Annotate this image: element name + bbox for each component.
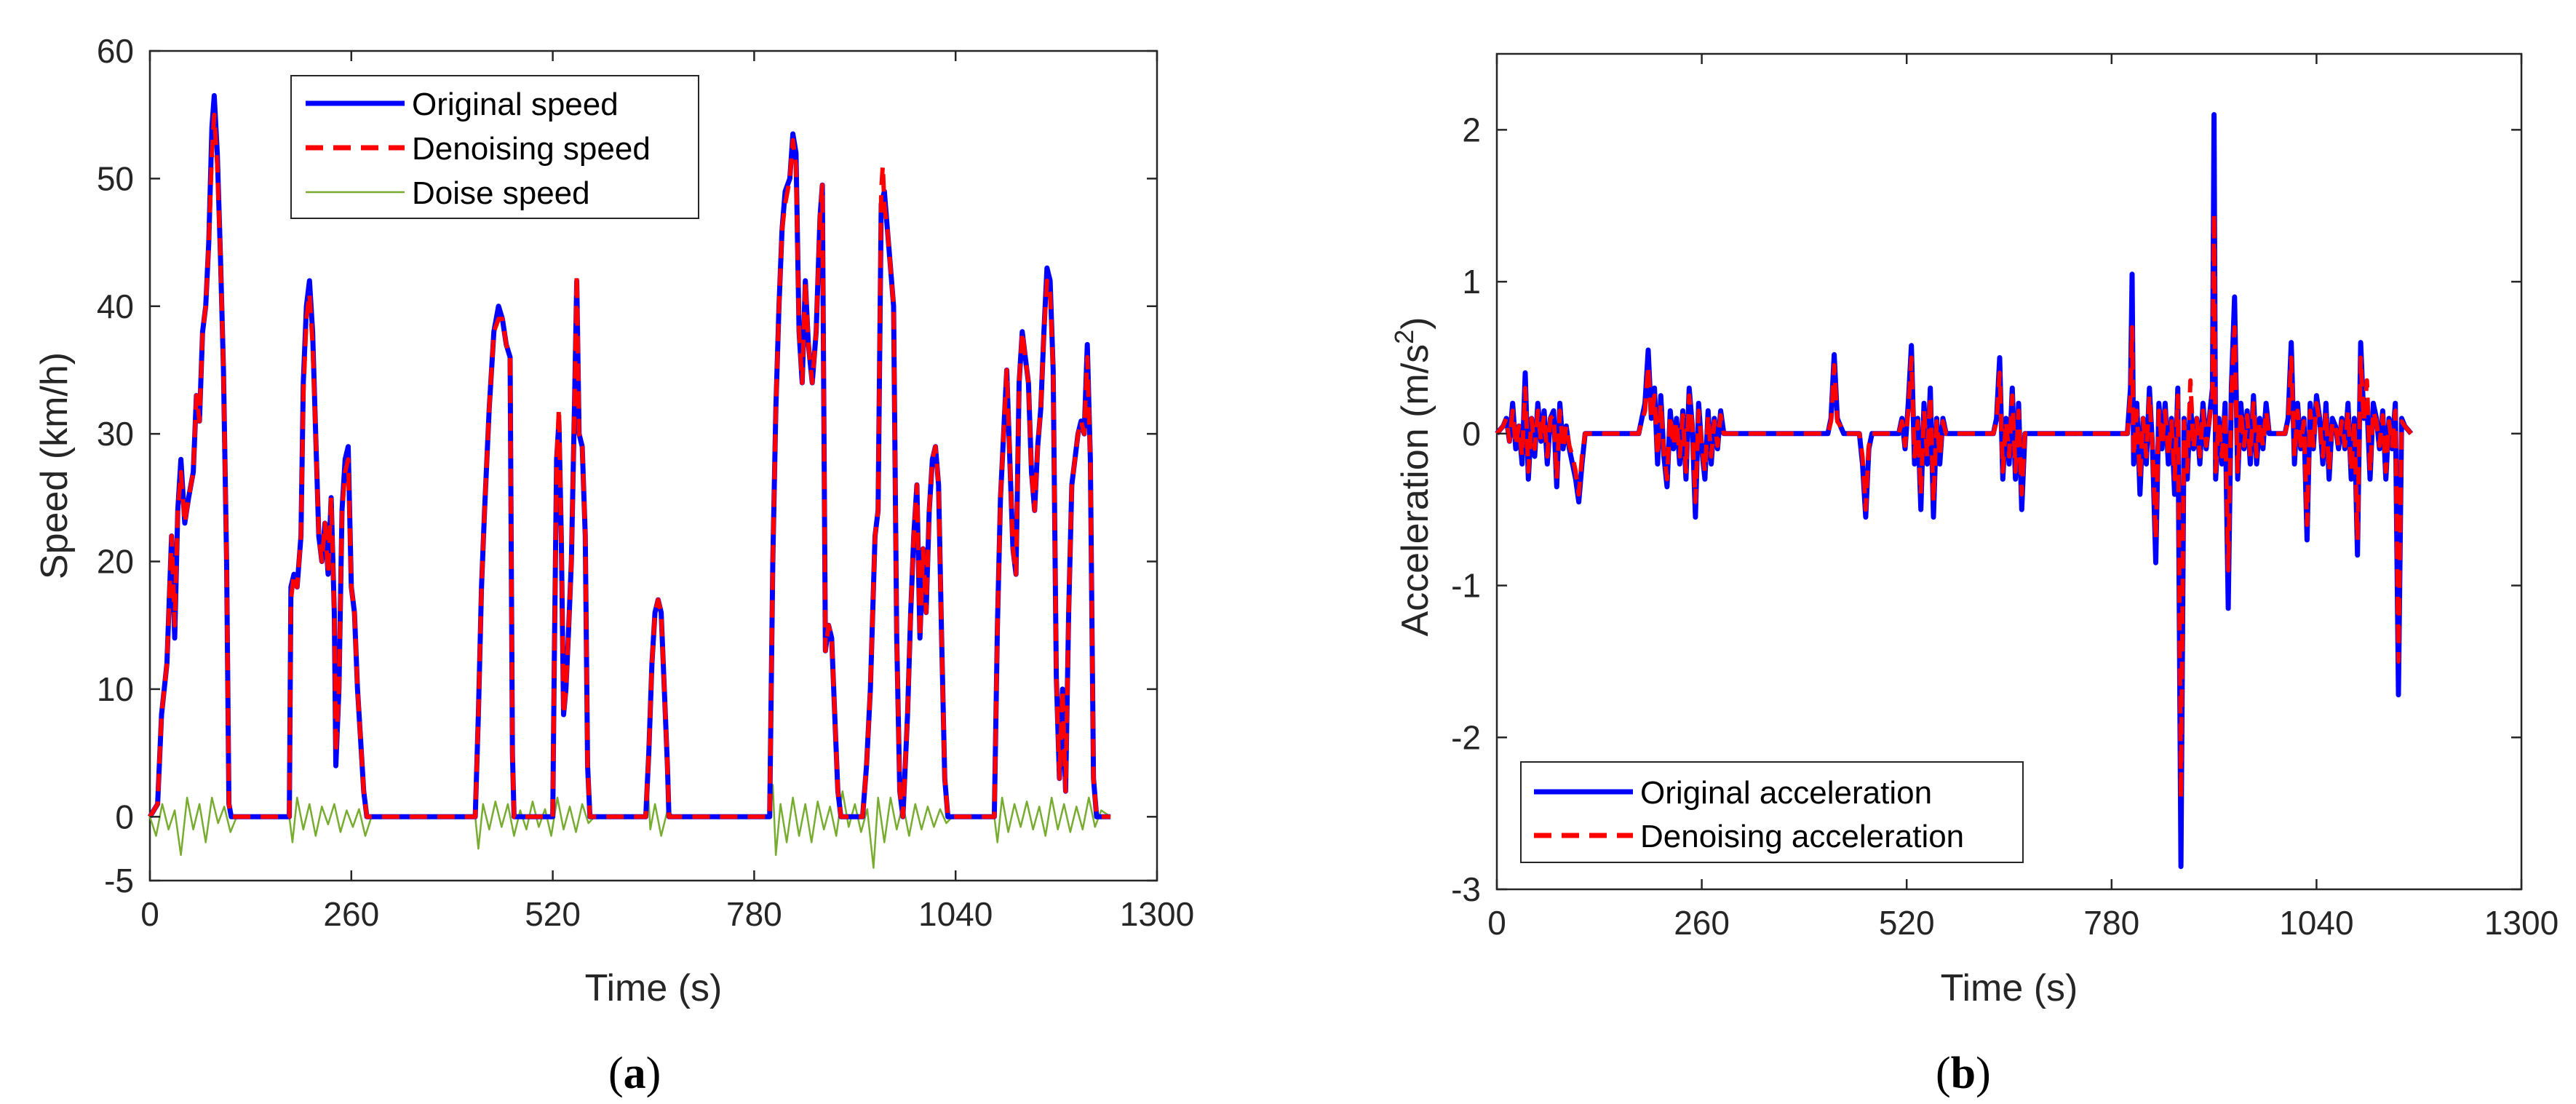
x-tick-label: 0 bbox=[140, 895, 159, 933]
chart-a-legend-box bbox=[290, 75, 699, 219]
chart-b-y-axis-label: Acceleration (m/s2) bbox=[1389, 317, 1436, 636]
x-tick-label: 260 bbox=[1674, 904, 1730, 942]
x-tick-label: 520 bbox=[1879, 904, 1935, 942]
x-tick-label: 780 bbox=[726, 895, 782, 933]
y-tick-label: -1 bbox=[1451, 567, 1481, 605]
series-line-denoising-speed bbox=[148, 112, 1111, 819]
y-tick-label: 20 bbox=[97, 543, 134, 581]
chart-b-y-axis-label-end: ) bbox=[1394, 317, 1436, 329]
y-tick-label: 0 bbox=[1462, 415, 1481, 453]
x-tick-label: 260 bbox=[323, 895, 379, 933]
chart-a-x-axis-label: Time (s) bbox=[585, 967, 723, 1009]
panel-label-b: (b) bbox=[1936, 1049, 1991, 1098]
chart-a-legend: Original speed Denoising speed Doise spe… bbox=[290, 75, 699, 219]
chart-a-series-group bbox=[148, 92, 1111, 869]
y-tick-label: 0 bbox=[115, 798, 134, 835]
x-tick-label: 1040 bbox=[918, 895, 993, 933]
y-tick-label: -2 bbox=[1451, 718, 1481, 756]
chart-b-y-axis-label-superscript: 2 bbox=[1389, 330, 1419, 344]
y-tick-label: 50 bbox=[97, 159, 134, 197]
chart-b-series-group bbox=[1495, 112, 2414, 870]
x-tick-label: 1300 bbox=[2484, 904, 2559, 942]
panel-label-a: (a) bbox=[608, 1049, 661, 1098]
chart-b-legend-box bbox=[1520, 761, 2024, 863]
y-tick-label: -5 bbox=[104, 862, 134, 900]
legend-label-original-speed: Original speed bbox=[412, 87, 619, 122]
x-tick-label: 1040 bbox=[2279, 904, 2353, 942]
legend-label-doise-speed: Doise speed bbox=[412, 175, 590, 211]
panel-label-a-letter: a bbox=[624, 1049, 646, 1098]
chart-b: 0 260 520 780 1040 1300 -3 -2 -1 0 1 2 Time (s) Acc… bbox=[1389, 52, 2559, 1098]
x-tick-label: 520 bbox=[525, 895, 581, 933]
x-tick-label: 780 bbox=[2083, 904, 2139, 942]
panel-label-b-letter: b bbox=[1951, 1049, 1976, 1098]
y-tick-label: 10 bbox=[97, 670, 134, 708]
x-tick-label: 0 bbox=[1487, 904, 1506, 942]
x-tick-label: 1300 bbox=[1120, 895, 1194, 933]
y-tick-label: 60 bbox=[97, 32, 134, 70]
chart-b-y-axis-label-main: Acceleration (m/s bbox=[1394, 344, 1436, 637]
legend-label-denoising-speed: Denoising speed bbox=[412, 131, 651, 167]
chart-b-ticks: 0 260 520 780 1040 1300 -3 -2 -1 0 1 2 bbox=[1451, 54, 2559, 942]
chart-a-y-axis-label: Speed (km/h) bbox=[33, 352, 76, 579]
y-tick-label: 30 bbox=[97, 415, 134, 453]
series-line-doise-speed bbox=[148, 777, 1111, 869]
y-tick-label: 2 bbox=[1462, 111, 1481, 148]
legend-label-original-acceleration: Original acceleration bbox=[1640, 775, 1932, 811]
legend-label-denoising-acceleration: Denoising acceleration bbox=[1640, 819, 1964, 854]
y-tick-label: -3 bbox=[1451, 870, 1481, 908]
y-tick-label: 1 bbox=[1462, 263, 1481, 301]
chart-b-legend: Original acceleration Denoising accelera… bbox=[1520, 761, 2024, 863]
y-tick-label: 40 bbox=[97, 287, 134, 325]
chart-b-x-axis-label: Time (s) bbox=[1941, 967, 2078, 1009]
series-line-denoising-acceleration bbox=[1495, 211, 2413, 801]
